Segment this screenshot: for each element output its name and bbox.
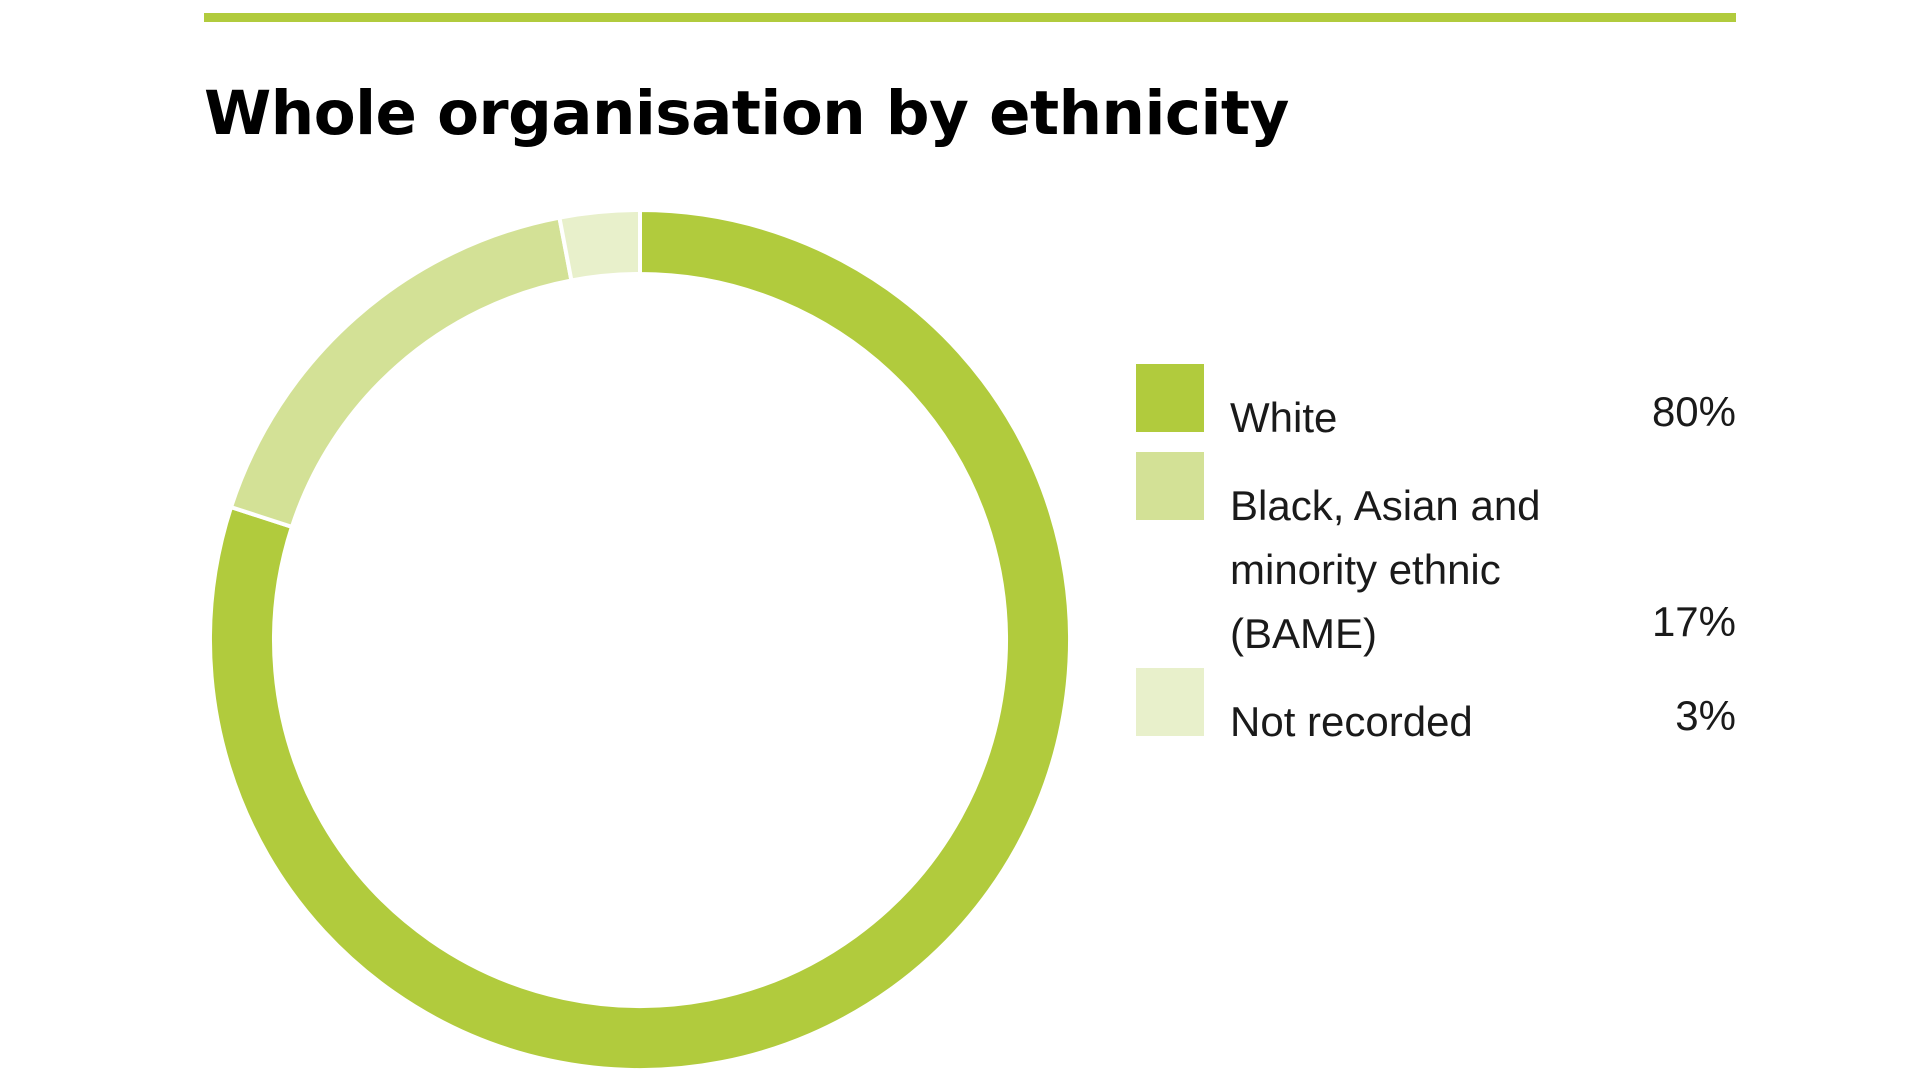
legend-label-white: White — [1230, 394, 1338, 441]
chart-title: Whole organisation by ethnicity — [204, 78, 1289, 149]
legend-label-bame: Black, Asian and minority ethnic (BAME) — [1230, 482, 1541, 657]
legend-swatch-white — [1136, 364, 1204, 432]
slice-bame — [228, 215, 574, 530]
slice-not-recorded — [557, 207, 642, 283]
legend-swatch-not-recorded — [1136, 668, 1204, 736]
legend-swatch-bame — [1136, 452, 1204, 520]
legend-value-white: 80% — [1651, 388, 1736, 435]
legend-item-bame: Black, Asian and minority ethnic (BAME) … — [1136, 452, 1736, 657]
legend-item-not-recorded: Not recorded 3% — [1136, 668, 1736, 745]
legend-item-white: White 80% — [1136, 364, 1736, 441]
top-rule — [204, 13, 1736, 22]
legend-label-not-recorded: Not recorded — [1230, 698, 1473, 745]
donut-chart — [208, 207, 1072, 1072]
legend-value-bame: 17% — [1651, 598, 1736, 645]
legend: White 80% Black, Asian and minority ethn… — [1136, 364, 1736, 756]
slice-white — [208, 207, 1072, 1072]
legend-value-not-recorded: 3% — [1675, 692, 1736, 739]
